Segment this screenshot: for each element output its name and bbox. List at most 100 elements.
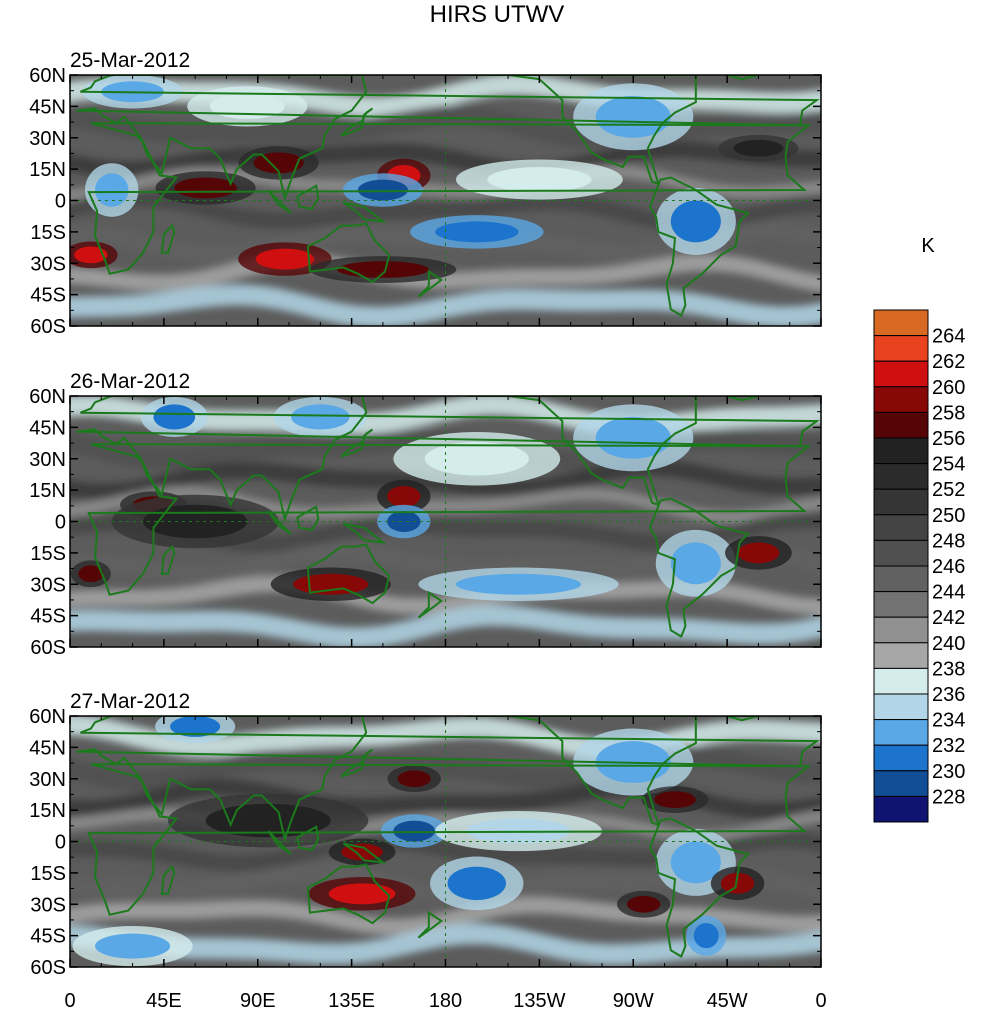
lat-tick-label: 15S	[30, 222, 66, 244]
field-feature	[595, 95, 671, 138]
lat-tick-label: 45S	[30, 606, 66, 628]
field-feature	[424, 442, 529, 476]
coastline	[340, 748, 374, 778]
coastline	[87, 122, 812, 275]
field-feature	[397, 770, 431, 788]
lon-tick-label: 135W	[513, 990, 565, 1012]
coastline	[340, 428, 374, 458]
contour-field	[70, 75, 821, 326]
field-band	[70, 923, 821, 966]
colorbar-label: 230	[932, 761, 965, 783]
colorbar-swatch	[873, 616, 929, 644]
field-feature	[74, 246, 108, 264]
field-feature	[387, 511, 421, 532]
lat-tick-label: 30S	[30, 894, 66, 916]
colorbar-swatch	[873, 514, 929, 541]
map-panels: 25-Mar-201260N45N30N15N015S30S45S60S26-M…	[29, 49, 826, 1012]
lat-tick-label: 60S	[30, 957, 66, 979]
lat-tick-label: 45S	[30, 926, 66, 948]
coastline	[306, 222, 391, 284]
lon-tick-label: 90E	[240, 990, 276, 1012]
colorbar-label: 244	[932, 582, 965, 604]
lat-tick-label: 30N	[29, 128, 66, 150]
lat-tick-label: 30N	[29, 769, 66, 791]
panel-date-label: 26-Mar-2012	[70, 370, 190, 393]
field-feature	[255, 248, 315, 270]
colorbar-swatch	[873, 565, 929, 593]
colorbar-unit-label: K	[921, 235, 935, 257]
coastline	[296, 184, 320, 210]
lat-tick-label: 15S	[30, 543, 66, 565]
field-feature	[174, 177, 237, 199]
coastline	[648, 817, 750, 959]
colorbar-swatch	[873, 770, 929, 797]
field-feature	[670, 542, 721, 585]
colorbar-swatch	[873, 463, 929, 490]
lat-tick-label: 60S	[30, 637, 66, 659]
coastline	[342, 842, 387, 864]
lon-tick-label: 45W	[707, 990, 748, 1012]
lat-tick-label: 60S	[30, 316, 66, 338]
field-feature	[720, 872, 755, 894]
field-feature	[654, 791, 696, 809]
panel-date-label: 27-Mar-2012	[70, 690, 190, 713]
coastlines	[70, 396, 821, 647]
colorbar-swatch	[873, 488, 929, 516]
field-feature	[693, 923, 719, 949]
colorbar-label: 240	[932, 633, 965, 655]
field-band	[70, 190, 821, 232]
colorbar-label: 228	[932, 786, 965, 808]
colorbar-swatch	[873, 744, 929, 772]
lat-tick-label: 0	[55, 832, 66, 854]
field-band	[70, 486, 821, 523]
colorbar-label: 248	[932, 530, 965, 552]
colorbar-label: 258	[932, 402, 965, 424]
field-feature	[95, 933, 171, 959]
lon-tick-label: 0	[64, 990, 75, 1012]
colorbar-label: 264	[932, 326, 965, 348]
colorbar-swatch	[873, 719, 929, 746]
coastline	[87, 443, 812, 596]
coastline	[160, 864, 176, 895]
chart-title: HIRS UTWV	[430, 1, 565, 28]
colorbar-label: 252	[932, 479, 965, 501]
lat-tick-label: 15N	[29, 800, 66, 822]
field-feature	[626, 895, 661, 913]
lat-tick-label: 45N	[29, 737, 66, 759]
field-feature	[78, 565, 104, 583]
colorbar-label: 234	[932, 710, 965, 732]
lat-tick-label: 0	[55, 512, 66, 534]
lon-tick-label: 180	[429, 990, 462, 1012]
lat-tick-label: 45S	[30, 285, 66, 307]
lat-tick-label: 15N	[29, 159, 66, 181]
field-feature	[95, 173, 129, 207]
field-feature	[737, 542, 780, 564]
coastline	[648, 176, 750, 318]
coastline	[417, 590, 444, 619]
panel-date-label: 25-Mar-2012	[70, 49, 190, 72]
coastline	[648, 497, 750, 639]
colorbar-label: 254	[932, 454, 965, 476]
lat-tick-label: 30S	[30, 574, 66, 596]
field-feature	[487, 167, 592, 193]
coastline	[417, 910, 444, 939]
coastline	[267, 830, 292, 855]
field-band	[70, 575, 821, 616]
colorbar-swatch	[873, 539, 929, 567]
field-band	[70, 542, 821, 583]
colorbar-swatch	[873, 591, 929, 618]
field-band	[70, 284, 821, 326]
colorbar-swatch	[873, 411, 929, 439]
lon-tick-label: 135E	[328, 990, 375, 1012]
lon-tick-label: 90W	[613, 990, 654, 1012]
coastline	[466, 716, 697, 827]
lat-tick-label: 30N	[29, 449, 66, 471]
coastline	[160, 544, 176, 575]
field-feature	[387, 485, 421, 507]
coastline	[296, 505, 320, 531]
coastline	[267, 189, 292, 214]
colorbar-label: 262	[932, 351, 965, 373]
